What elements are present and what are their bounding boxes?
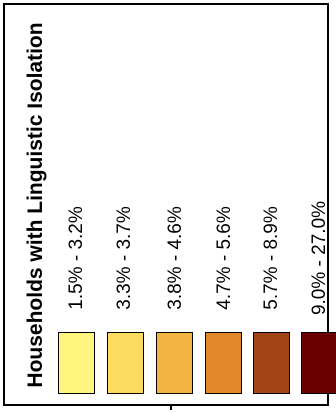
legend-swatch	[253, 332, 290, 394]
legend-swatch	[107, 332, 144, 394]
legend-label-text: 3.3% - 3.7%	[114, 206, 135, 310]
legend-label-text: 3.8% - 4.6%	[165, 206, 186, 310]
legend-label-text: 9.0% - 27.0%	[309, 200, 330, 316]
legend-label-text: 5.7% - 8.9%	[261, 206, 282, 310]
legend-label-text: 4.7% - 5.6%	[214, 206, 235, 310]
legend-swatch	[205, 332, 242, 394]
legend-swatch	[301, 332, 336, 394]
frame-tick	[170, 406, 172, 410]
legend-swatch	[58, 332, 95, 394]
legend-swatch	[156, 332, 193, 394]
legend-title-text: Households with Linguistic Isolation	[24, 22, 47, 388]
legend-label-text: 1.5% - 3.2%	[66, 206, 87, 310]
